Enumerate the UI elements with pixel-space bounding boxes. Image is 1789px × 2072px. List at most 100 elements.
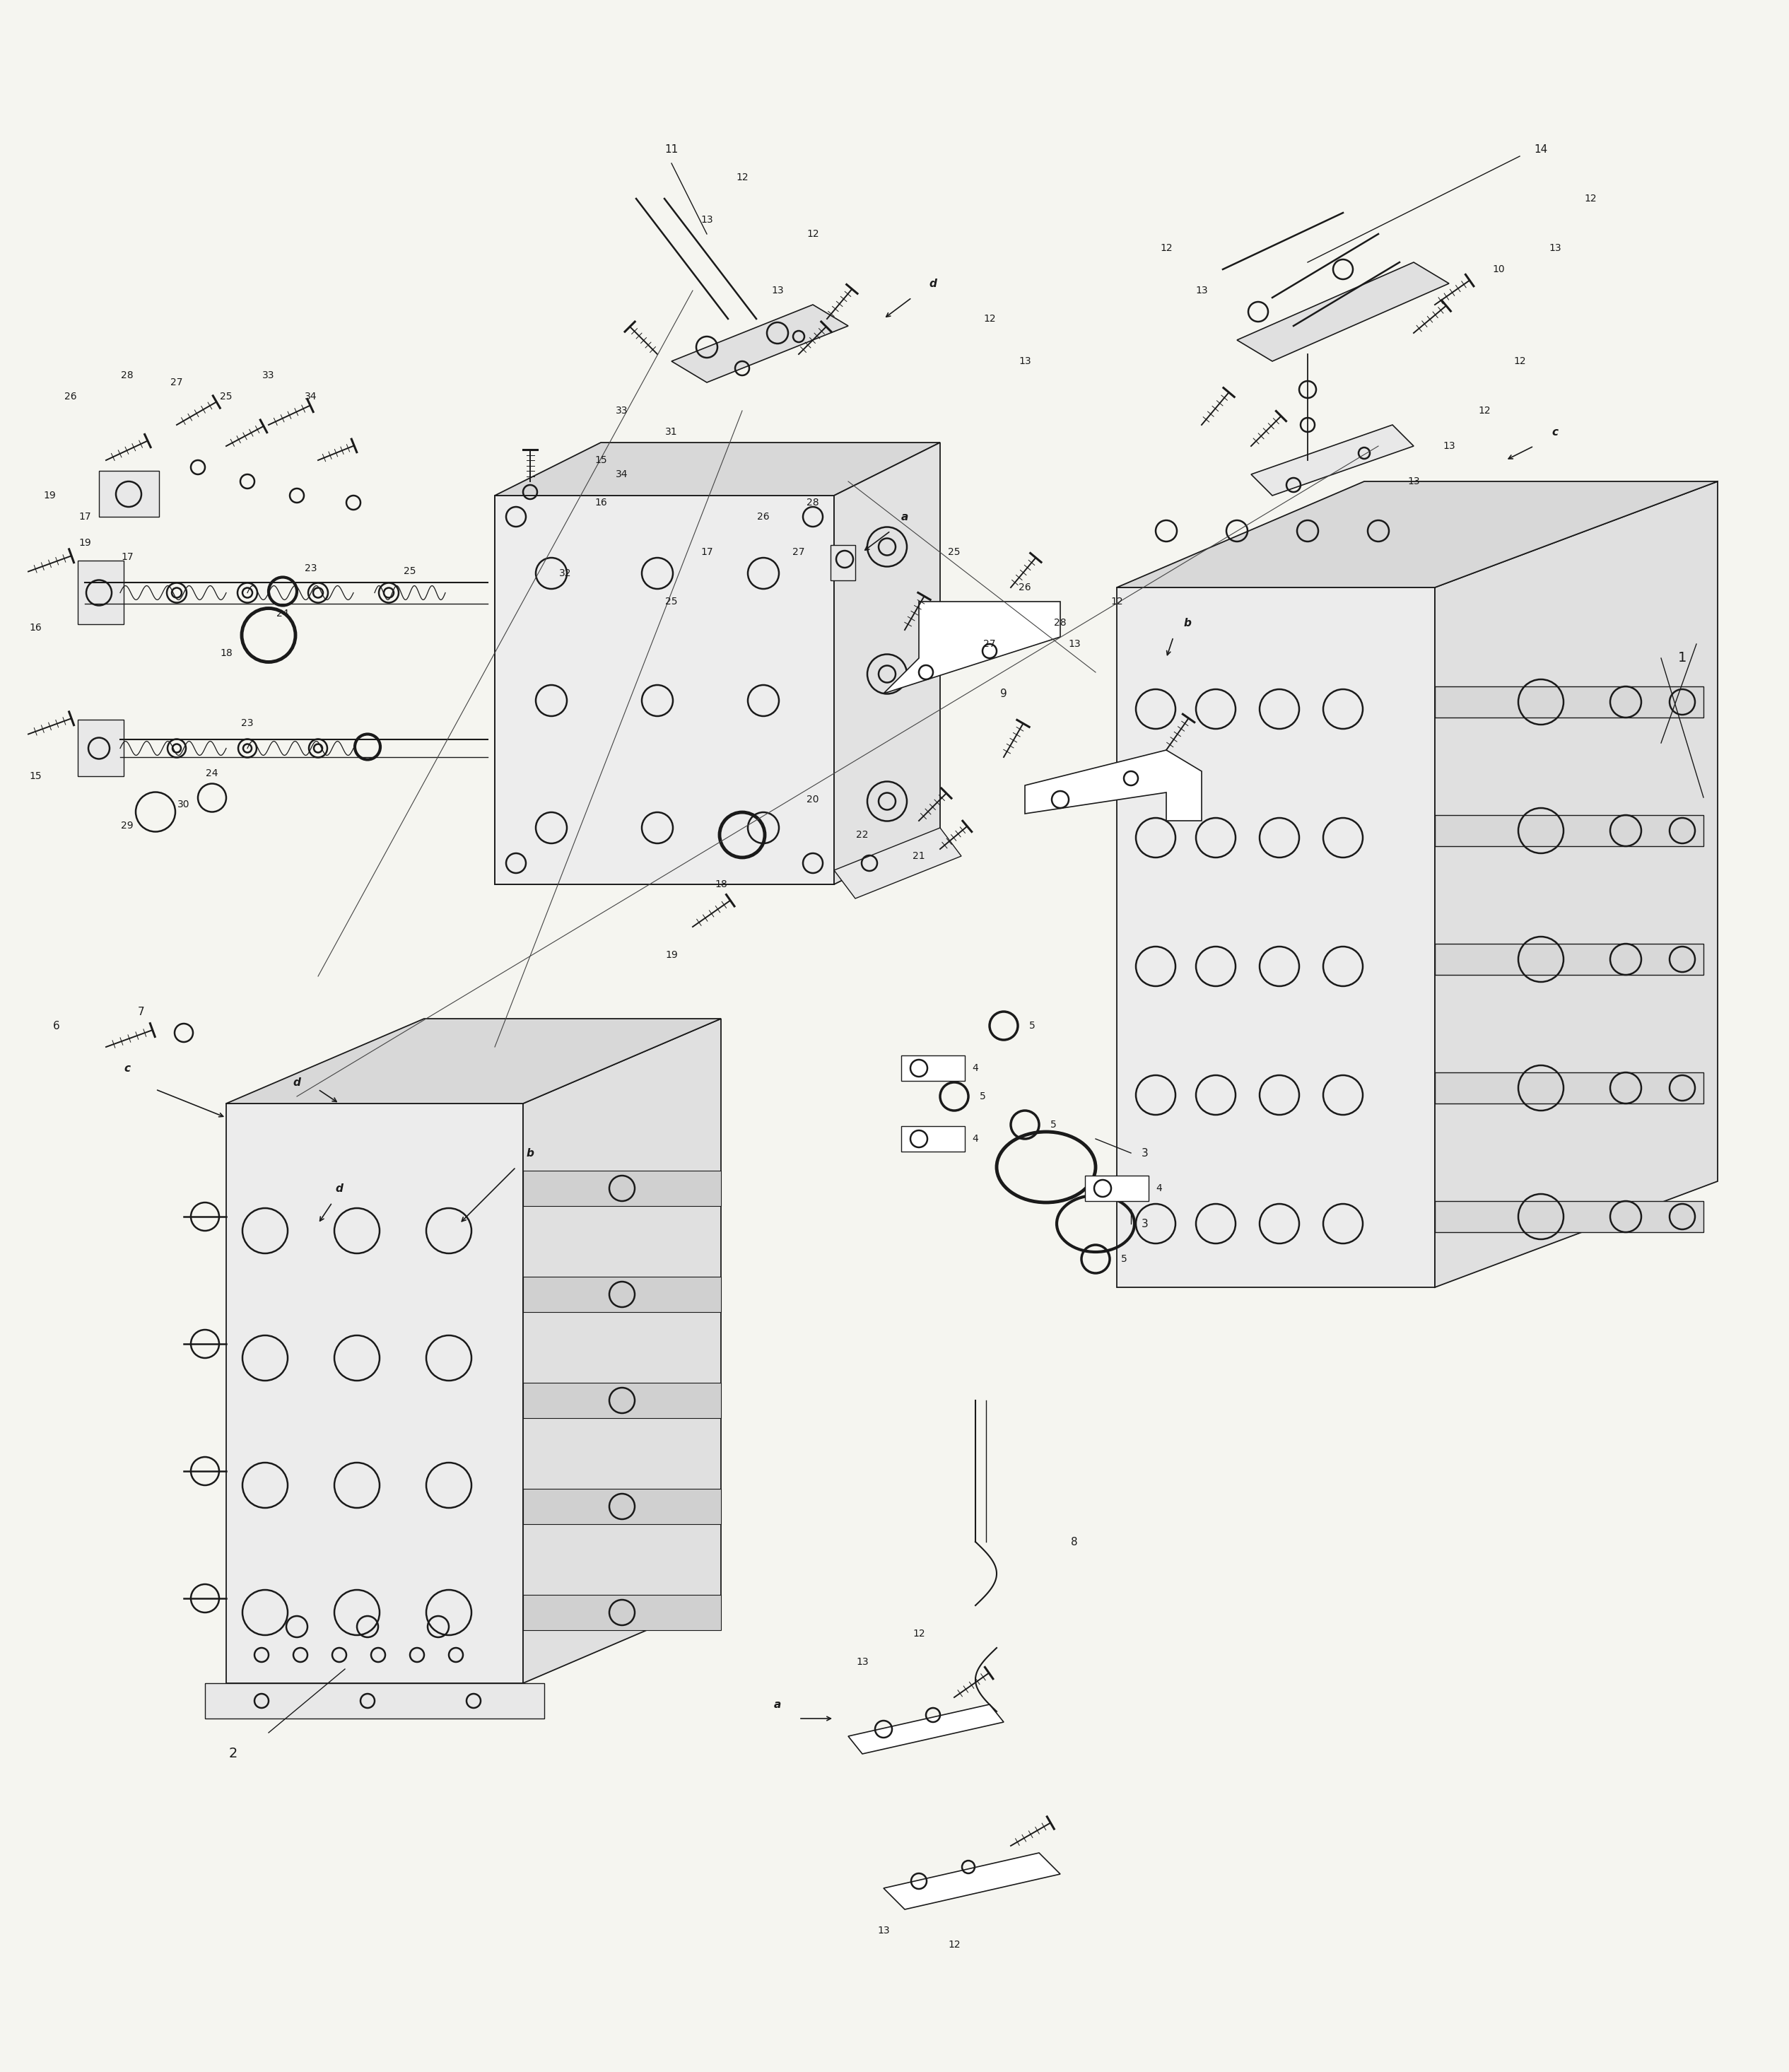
Text: b: b — [1184, 617, 1191, 628]
Bar — [77, 562, 123, 624]
Text: 13: 13 — [701, 215, 714, 224]
Bar — [522, 1171, 721, 1206]
Text: 23: 23 — [304, 564, 317, 574]
Bar — [522, 1276, 721, 1312]
Bar — [1435, 1202, 1703, 1233]
Bar — [902, 1055, 964, 1082]
Text: 25: 25 — [948, 547, 961, 557]
Text: 26: 26 — [757, 512, 769, 522]
Text: 12: 12 — [984, 313, 996, 323]
Text: c: c — [123, 1063, 131, 1073]
Text: 4: 4 — [973, 1133, 979, 1144]
Text: 28: 28 — [807, 497, 819, 508]
Polygon shape — [1251, 425, 1413, 495]
Bar — [522, 1382, 721, 1417]
Text: b: b — [526, 1148, 533, 1158]
Polygon shape — [884, 1852, 1061, 1910]
Text: 12: 12 — [1111, 597, 1123, 607]
Text: d: d — [928, 278, 937, 288]
Text: 33: 33 — [615, 406, 628, 416]
Text: 22: 22 — [857, 831, 868, 839]
Bar — [1435, 943, 1703, 974]
Text: 29: 29 — [122, 821, 134, 831]
Text: 25: 25 — [404, 566, 417, 576]
Text: 12: 12 — [1159, 242, 1172, 253]
Text: 13: 13 — [857, 1658, 869, 1668]
Bar — [902, 1127, 964, 1152]
Text: 8: 8 — [1072, 1537, 1077, 1548]
Polygon shape — [206, 1682, 544, 1718]
Polygon shape — [225, 1019, 721, 1104]
Bar — [98, 470, 159, 516]
Text: 15: 15 — [29, 771, 41, 781]
Text: 31: 31 — [666, 427, 678, 437]
Text: 17: 17 — [122, 553, 134, 562]
Polygon shape — [884, 601, 1061, 694]
Polygon shape — [834, 829, 961, 899]
Text: 14: 14 — [1535, 143, 1547, 155]
Bar — [522, 1490, 721, 1525]
Text: 12: 12 — [1478, 406, 1490, 416]
Text: 12: 12 — [735, 172, 748, 182]
Text: 15: 15 — [594, 456, 606, 464]
Polygon shape — [496, 443, 939, 495]
Text: 4: 4 — [973, 1063, 979, 1073]
Text: c: c — [1551, 427, 1558, 437]
Text: 13: 13 — [1442, 441, 1454, 452]
Text: 10: 10 — [1492, 265, 1505, 274]
Text: 25: 25 — [666, 597, 678, 607]
Text: 27: 27 — [984, 638, 996, 649]
Polygon shape — [848, 1705, 1004, 1753]
Text: 19: 19 — [666, 951, 678, 959]
Polygon shape — [834, 443, 939, 885]
Text: 2: 2 — [229, 1747, 238, 1761]
Text: 1: 1 — [1678, 651, 1687, 665]
Polygon shape — [1435, 481, 1717, 1287]
Text: 34: 34 — [615, 470, 628, 479]
Text: 26: 26 — [64, 392, 77, 402]
Text: 4: 4 — [1156, 1183, 1163, 1193]
Text: 12: 12 — [1513, 356, 1526, 367]
Polygon shape — [225, 1104, 522, 1682]
Text: d: d — [336, 1183, 343, 1193]
Polygon shape — [1025, 750, 1202, 821]
Text: 19: 19 — [79, 539, 91, 549]
Text: 13: 13 — [1549, 242, 1562, 253]
Text: a: a — [775, 1699, 782, 1709]
Bar — [1435, 814, 1703, 845]
Polygon shape — [496, 495, 834, 885]
Polygon shape — [1116, 481, 1717, 588]
Polygon shape — [522, 1019, 721, 1682]
Text: a: a — [902, 512, 909, 522]
Text: 12: 12 — [1583, 193, 1596, 203]
Text: 7: 7 — [138, 1007, 145, 1017]
Polygon shape — [1116, 588, 1435, 1287]
Bar — [77, 719, 123, 777]
Text: 18: 18 — [220, 649, 233, 657]
Polygon shape — [1236, 263, 1449, 361]
Text: 28: 28 — [1054, 617, 1066, 628]
Text: 24: 24 — [206, 769, 218, 777]
Polygon shape — [671, 305, 848, 383]
Text: 25: 25 — [220, 392, 233, 402]
Text: 13: 13 — [1408, 477, 1420, 487]
Text: 5: 5 — [1120, 1254, 1127, 1264]
Bar — [1435, 1073, 1703, 1104]
Text: 27: 27 — [170, 377, 182, 387]
Text: 6: 6 — [54, 1019, 61, 1032]
Text: 16: 16 — [29, 624, 41, 634]
Text: 5: 5 — [1050, 1119, 1056, 1129]
Text: 27: 27 — [793, 547, 805, 557]
Text: d: d — [293, 1077, 301, 1088]
Text: 13: 13 — [877, 1925, 889, 1935]
Text: 13: 13 — [1068, 638, 1081, 649]
Text: 32: 32 — [560, 568, 572, 578]
Text: 26: 26 — [1018, 582, 1030, 593]
Text: 19: 19 — [43, 491, 55, 501]
Text: 17: 17 — [701, 547, 714, 557]
Text: 13: 13 — [771, 286, 784, 296]
Text: 5: 5 — [979, 1092, 986, 1102]
Text: 12: 12 — [948, 1939, 961, 1950]
Text: 17: 17 — [79, 512, 91, 522]
Text: 33: 33 — [263, 371, 276, 381]
